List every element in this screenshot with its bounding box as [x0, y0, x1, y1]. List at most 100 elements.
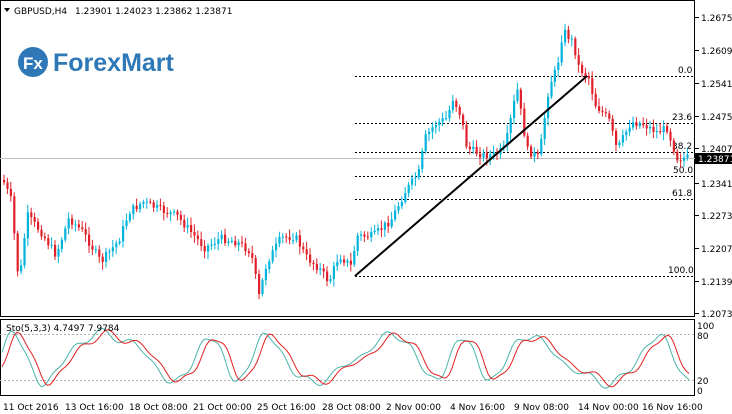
candle-body	[638, 123, 641, 127]
candle-body	[67, 218, 70, 229]
candle-body	[135, 205, 138, 210]
stochastic-frame	[0, 319, 695, 396]
candle-body	[91, 245, 94, 250]
candle-body	[373, 230, 376, 233]
candle-body	[655, 131, 658, 133]
candle-body	[298, 235, 301, 247]
symbol-label: GBPUSD,H4	[14, 7, 67, 17]
candle-body	[258, 273, 261, 295]
candle-body	[349, 260, 352, 265]
candle-body	[166, 212, 169, 215]
candle-body	[407, 184, 410, 194]
candle-body	[210, 244, 213, 246]
stoch-axis-0: 0	[697, 387, 703, 397]
fibonacci-retracement[interactable]: 0.0 23.6 38.2 50.0 61.8 100.0	[355, 66, 694, 277]
candle-body	[465, 124, 468, 147]
price-label: 1.22070	[701, 245, 732, 255]
candle-body	[326, 271, 329, 282]
candle-body	[281, 236, 284, 238]
candle-body	[434, 124, 437, 128]
candle-body	[659, 131, 662, 133]
forexmart-logo: Fx ForexMart	[18, 47, 175, 77]
current-price-label: 1.23871	[698, 155, 732, 165]
candle-body	[608, 113, 611, 119]
candle-body	[553, 69, 556, 82]
candle-body	[142, 202, 145, 205]
candle-body	[400, 201, 403, 207]
price-label: 1.24750	[701, 113, 732, 123]
candle-body	[268, 261, 271, 270]
candle-body	[190, 225, 193, 232]
candle-body	[366, 236, 369, 238]
stoch-title: Sto(5,3,3) 4.7497 7.9784	[6, 324, 120, 334]
candle-body	[492, 152, 495, 155]
candle-body	[145, 201, 148, 203]
candle-body	[431, 127, 434, 132]
candle-body	[417, 169, 420, 178]
candle-body	[584, 73, 587, 77]
candle-body	[662, 126, 665, 133]
candle-body	[305, 249, 308, 255]
candle-body	[591, 78, 594, 94]
candle-body	[472, 146, 475, 150]
candle-body	[360, 234, 363, 236]
candle-body	[244, 243, 247, 252]
fib-trendline[interactable]	[354, 75, 588, 277]
stoch-axis-80: 80	[697, 332, 709, 342]
stoch-main-line	[1, 327, 690, 389]
price-axis: 1.26750 1.26090 1.25410 1.24750 1.24070 …	[695, 14, 732, 320]
candle-body	[64, 228, 67, 240]
candle-body	[676, 151, 679, 161]
candle-body	[601, 110, 604, 113]
candle-body	[132, 205, 135, 215]
price-tick: 1.22070	[695, 245, 732, 255]
candle-body	[441, 118, 444, 122]
candle-body	[570, 38, 573, 40]
candle-body	[479, 153, 482, 158]
candle-body	[149, 201, 152, 203]
candle-body	[241, 242, 244, 244]
candle-body	[485, 152, 488, 159]
price-label: 1.20730	[701, 310, 732, 320]
candle-body	[550, 81, 553, 97]
candle-body	[581, 64, 584, 74]
candle-body	[50, 244, 53, 246]
time-label: 18 Oct 08:00	[129, 403, 188, 413]
candle-body	[516, 89, 519, 101]
candle-body	[618, 142, 621, 145]
candle-body	[43, 236, 46, 239]
candle-body	[9, 188, 12, 197]
candle-body	[37, 221, 40, 230]
candle-body	[230, 240, 233, 242]
candle-body	[173, 211, 176, 213]
candle-body	[666, 126, 669, 132]
candle-body	[288, 237, 291, 240]
fib-label-100: 100.0	[668, 266, 694, 276]
candle-body	[679, 160, 682, 162]
candle-body	[411, 178, 414, 185]
candle-body	[193, 231, 196, 236]
candle-body	[428, 131, 431, 135]
time-label: 11 Oct 2016	[3, 403, 59, 413]
candle-body	[339, 259, 342, 262]
fib-label-38-2: 38.2	[672, 142, 692, 152]
candle-body	[455, 100, 458, 108]
candle-body	[611, 118, 614, 131]
stoch-axis-20: 20	[697, 377, 709, 387]
price-label: 1.24070	[701, 145, 732, 155]
candle-body	[363, 234, 366, 237]
candle-body	[380, 228, 383, 230]
candle-body	[200, 239, 203, 246]
candle-body	[404, 193, 407, 202]
candle-body	[445, 118, 448, 120]
candle-body	[332, 266, 335, 280]
candle-body	[642, 123, 645, 126]
candle-body	[567, 29, 570, 39]
candle-body	[108, 251, 111, 253]
stoch-axis-100: 100	[697, 322, 714, 332]
time-label: 16 Nov 16:00	[642, 403, 703, 413]
candle-body	[346, 260, 349, 263]
candle-body	[54, 244, 57, 257]
candle-body	[683, 157, 686, 161]
